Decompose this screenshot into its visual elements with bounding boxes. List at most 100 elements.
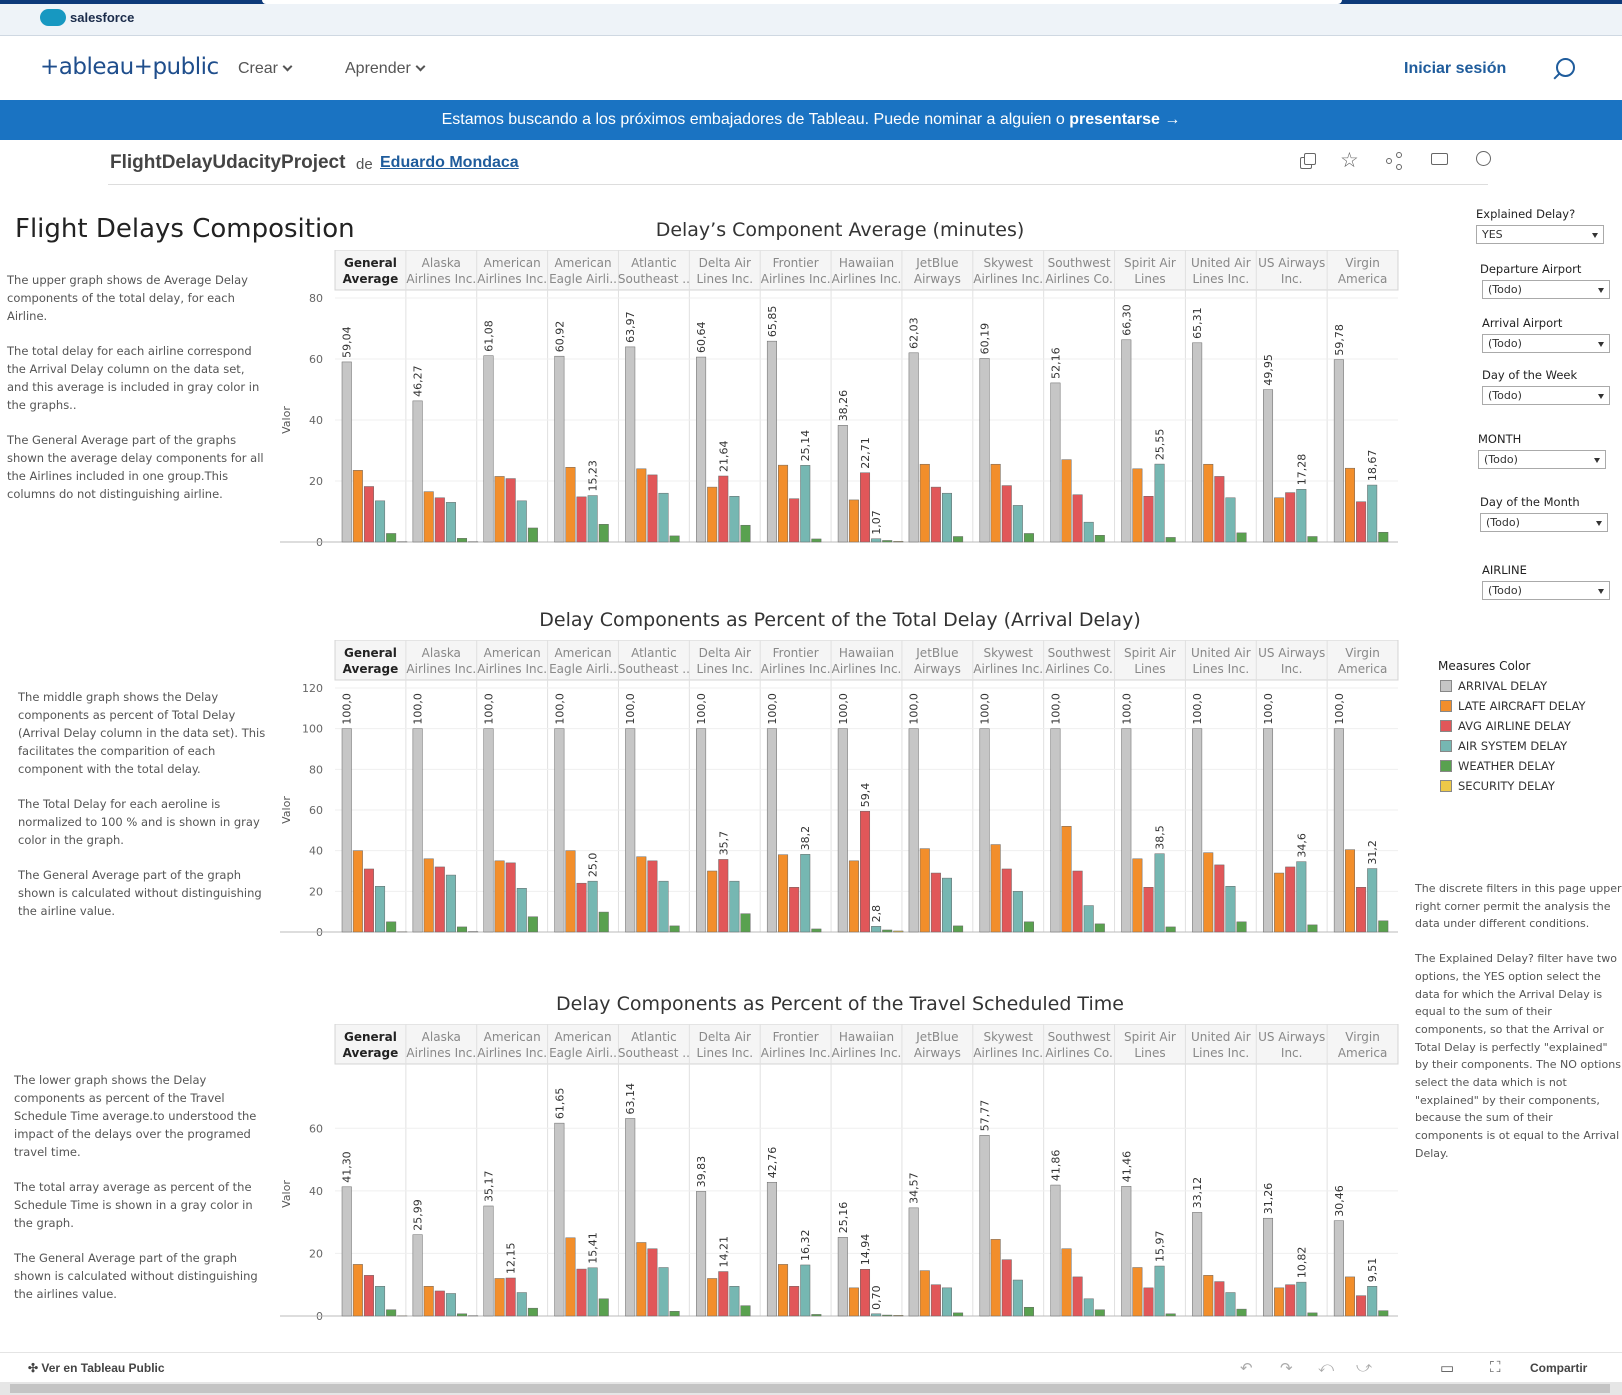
scrollbar-thumb[interactable] bbox=[10, 1384, 1610, 1393]
bar-weather-delay bbox=[811, 1314, 822, 1317]
filter-label: MONTH bbox=[1478, 432, 1522, 446]
bar-weather-delay bbox=[1023, 533, 1034, 543]
bar-avg-airline-delay bbox=[1143, 887, 1154, 933]
nav-crear[interactable]: Crear bbox=[238, 60, 293, 78]
bar-air-system-delay bbox=[729, 1286, 740, 1317]
embed-icon[interactable] bbox=[1429, 150, 1451, 172]
column-header-label: Spirit Air bbox=[1124, 1030, 1176, 1044]
badge-icon-ring bbox=[1476, 151, 1491, 166]
bar-avg-airline-delay bbox=[930, 872, 941, 933]
banner-arrow: → bbox=[1164, 111, 1181, 128]
tableau-public-logo[interactable]: +ableau+public bbox=[40, 54, 219, 80]
dropdown-arrow-icon bbox=[1598, 342, 1604, 347]
search-icon[interactable] bbox=[1556, 58, 1575, 77]
data-label: 33,12 bbox=[1191, 1177, 1204, 1209]
bar-avg-airline-delay bbox=[1214, 1281, 1225, 1317]
legend-swatch bbox=[1440, 700, 1452, 712]
data-label: 14,21 bbox=[717, 1236, 730, 1268]
column-header-label: Hawaiian bbox=[839, 646, 894, 660]
column-header-label: Airlines Co. bbox=[1045, 272, 1113, 286]
nav-aprender-label: Aprender bbox=[345, 60, 411, 77]
y-tick-label: 20 bbox=[309, 475, 323, 488]
bar-avg-airline-delay bbox=[1001, 1259, 1012, 1317]
filter-arrival-airport[interactable]: (Todo) bbox=[1482, 334, 1610, 353]
bar-air-system-delay bbox=[658, 880, 669, 933]
bar-arrival-delay bbox=[1192, 342, 1203, 543]
legend-title: Measures Color bbox=[1438, 659, 1531, 673]
bar-late-aircraft-delay bbox=[1274, 497, 1285, 543]
legend-item[interactable]: ARRIVAL DELAY bbox=[1440, 679, 1547, 693]
filter-value: (Todo) bbox=[1488, 584, 1522, 597]
bar-avg-airline-delay bbox=[930, 486, 941, 543]
bar-air-system-delay bbox=[800, 465, 811, 543]
banner-link[interactable]: presentarse bbox=[1069, 111, 1160, 128]
redo-icon[interactable]: ↷ bbox=[1280, 1360, 1293, 1377]
description-paragraph: The General Average part of the graph sh… bbox=[18, 868, 262, 918]
bar-arrival-delay bbox=[1192, 1212, 1203, 1317]
viz-author-link[interactable]: Eduardo Mondaca bbox=[380, 154, 519, 171]
data-label: 100,0 bbox=[1262, 693, 1275, 725]
share-icon[interactable] bbox=[1384, 150, 1406, 172]
salesforce-logo[interactable]: salesforce bbox=[40, 9, 134, 26]
bar-late-aircraft-delay bbox=[848, 860, 859, 933]
bar-late-aircraft-delay bbox=[848, 499, 859, 543]
bar-arrival-delay bbox=[1121, 339, 1132, 543]
login-link[interactable]: Iniciar sesión bbox=[1404, 60, 1507, 77]
legend-item[interactable]: LATE AIRCRAFT DELAY bbox=[1440, 699, 1586, 713]
bar-air-system-delay bbox=[658, 1267, 669, 1317]
bar-late-aircraft-delay bbox=[636, 468, 647, 543]
data-label: 9,51 bbox=[1366, 1258, 1379, 1283]
column-header-label: Eagle Airli.. bbox=[549, 1046, 617, 1060]
data-label: 41,86 bbox=[1049, 1150, 1062, 1182]
column-header-label: Eagle Airli.. bbox=[549, 272, 617, 286]
bar-avg-airline-delay bbox=[576, 1268, 587, 1317]
filter-day-of-month[interactable]: (Todo) bbox=[1480, 513, 1608, 532]
nav-aprender[interactable]: Aprender bbox=[345, 60, 426, 78]
bar-air-system-delay bbox=[1296, 1281, 1307, 1317]
favorite-star-icon[interactable]: ☆ bbox=[1340, 149, 1359, 172]
bar-weather-delay bbox=[1094, 1309, 1105, 1317]
filter-airline[interactable]: (Todo) bbox=[1482, 581, 1610, 600]
bar-avg-airline-delay bbox=[1072, 1276, 1083, 1317]
filter-month[interactable]: (Todo) bbox=[1478, 450, 1606, 469]
filter-departure-airport[interactable]: (Todo) bbox=[1482, 280, 1610, 299]
legend-item[interactable]: SECURITY DELAY bbox=[1440, 779, 1555, 793]
bar-arrival-delay bbox=[483, 1205, 494, 1317]
column-header-label: Airlines Inc. bbox=[973, 662, 1043, 676]
horizontal-scrollbar[interactable] bbox=[0, 1382, 1622, 1395]
y-tick-label: 60 bbox=[309, 353, 323, 366]
bar-late-aircraft-delay bbox=[778, 464, 789, 543]
legend-item[interactable]: AVG AIRLINE DELAY bbox=[1440, 719, 1571, 733]
fullscreen-icon[interactable]: ⛶ bbox=[1490, 1359, 1501, 1376]
data-label: 34,6 bbox=[1295, 833, 1308, 858]
bar-weather-delay bbox=[882, 929, 893, 933]
data-label: 100,0 bbox=[412, 693, 425, 725]
filter-day-of-week[interactable]: (Todo) bbox=[1482, 386, 1610, 405]
undo-icon[interactable]: ↶ bbox=[1240, 1360, 1253, 1377]
data-label: 100,0 bbox=[979, 693, 992, 725]
delay-component-average-chart: General Average Alaska Airlines Inc. America… bbox=[280, 250, 1399, 549]
filter-explained-delay[interactable]: YES bbox=[1476, 225, 1604, 244]
share-button[interactable]: Compartir bbox=[1530, 1361, 1587, 1375]
filter-value: (Todo) bbox=[1488, 283, 1522, 296]
revert-icon[interactable]: ⤺ bbox=[1318, 1359, 1335, 1376]
data-label: 60,64 bbox=[695, 322, 708, 354]
description-paragraph: The total array average as percent of th… bbox=[14, 1180, 253, 1230]
view-on-tableau-public[interactable]: ✣ Ver en Tableau Public bbox=[28, 1361, 165, 1375]
bar-late-aircraft-delay bbox=[352, 1264, 363, 1317]
legend-item[interactable]: WEATHER DELAY bbox=[1440, 759, 1555, 773]
legend-item[interactable]: AIR SYSTEM DELAY bbox=[1440, 739, 1567, 753]
download-icon[interactable]: ▭ bbox=[1440, 1360, 1455, 1377]
refresh-icon[interactable]: ⤻ bbox=[1356, 1359, 1373, 1376]
bar-late-aircraft-delay bbox=[636, 856, 647, 933]
column-header-label: Lines Inc. bbox=[696, 662, 753, 676]
bar-weather-delay bbox=[953, 536, 964, 543]
copy-icon[interactable] bbox=[1296, 150, 1318, 172]
data-label: 100,0 bbox=[695, 693, 708, 725]
bar-late-aircraft-delay bbox=[423, 491, 434, 543]
data-label: 21,64 bbox=[717, 440, 730, 472]
bar-air-system-delay bbox=[1154, 463, 1165, 543]
bar-avg-airline-delay bbox=[434, 866, 445, 933]
data-label: 1,07 bbox=[870, 510, 883, 535]
badge-icon[interactable] bbox=[1473, 150, 1495, 172]
